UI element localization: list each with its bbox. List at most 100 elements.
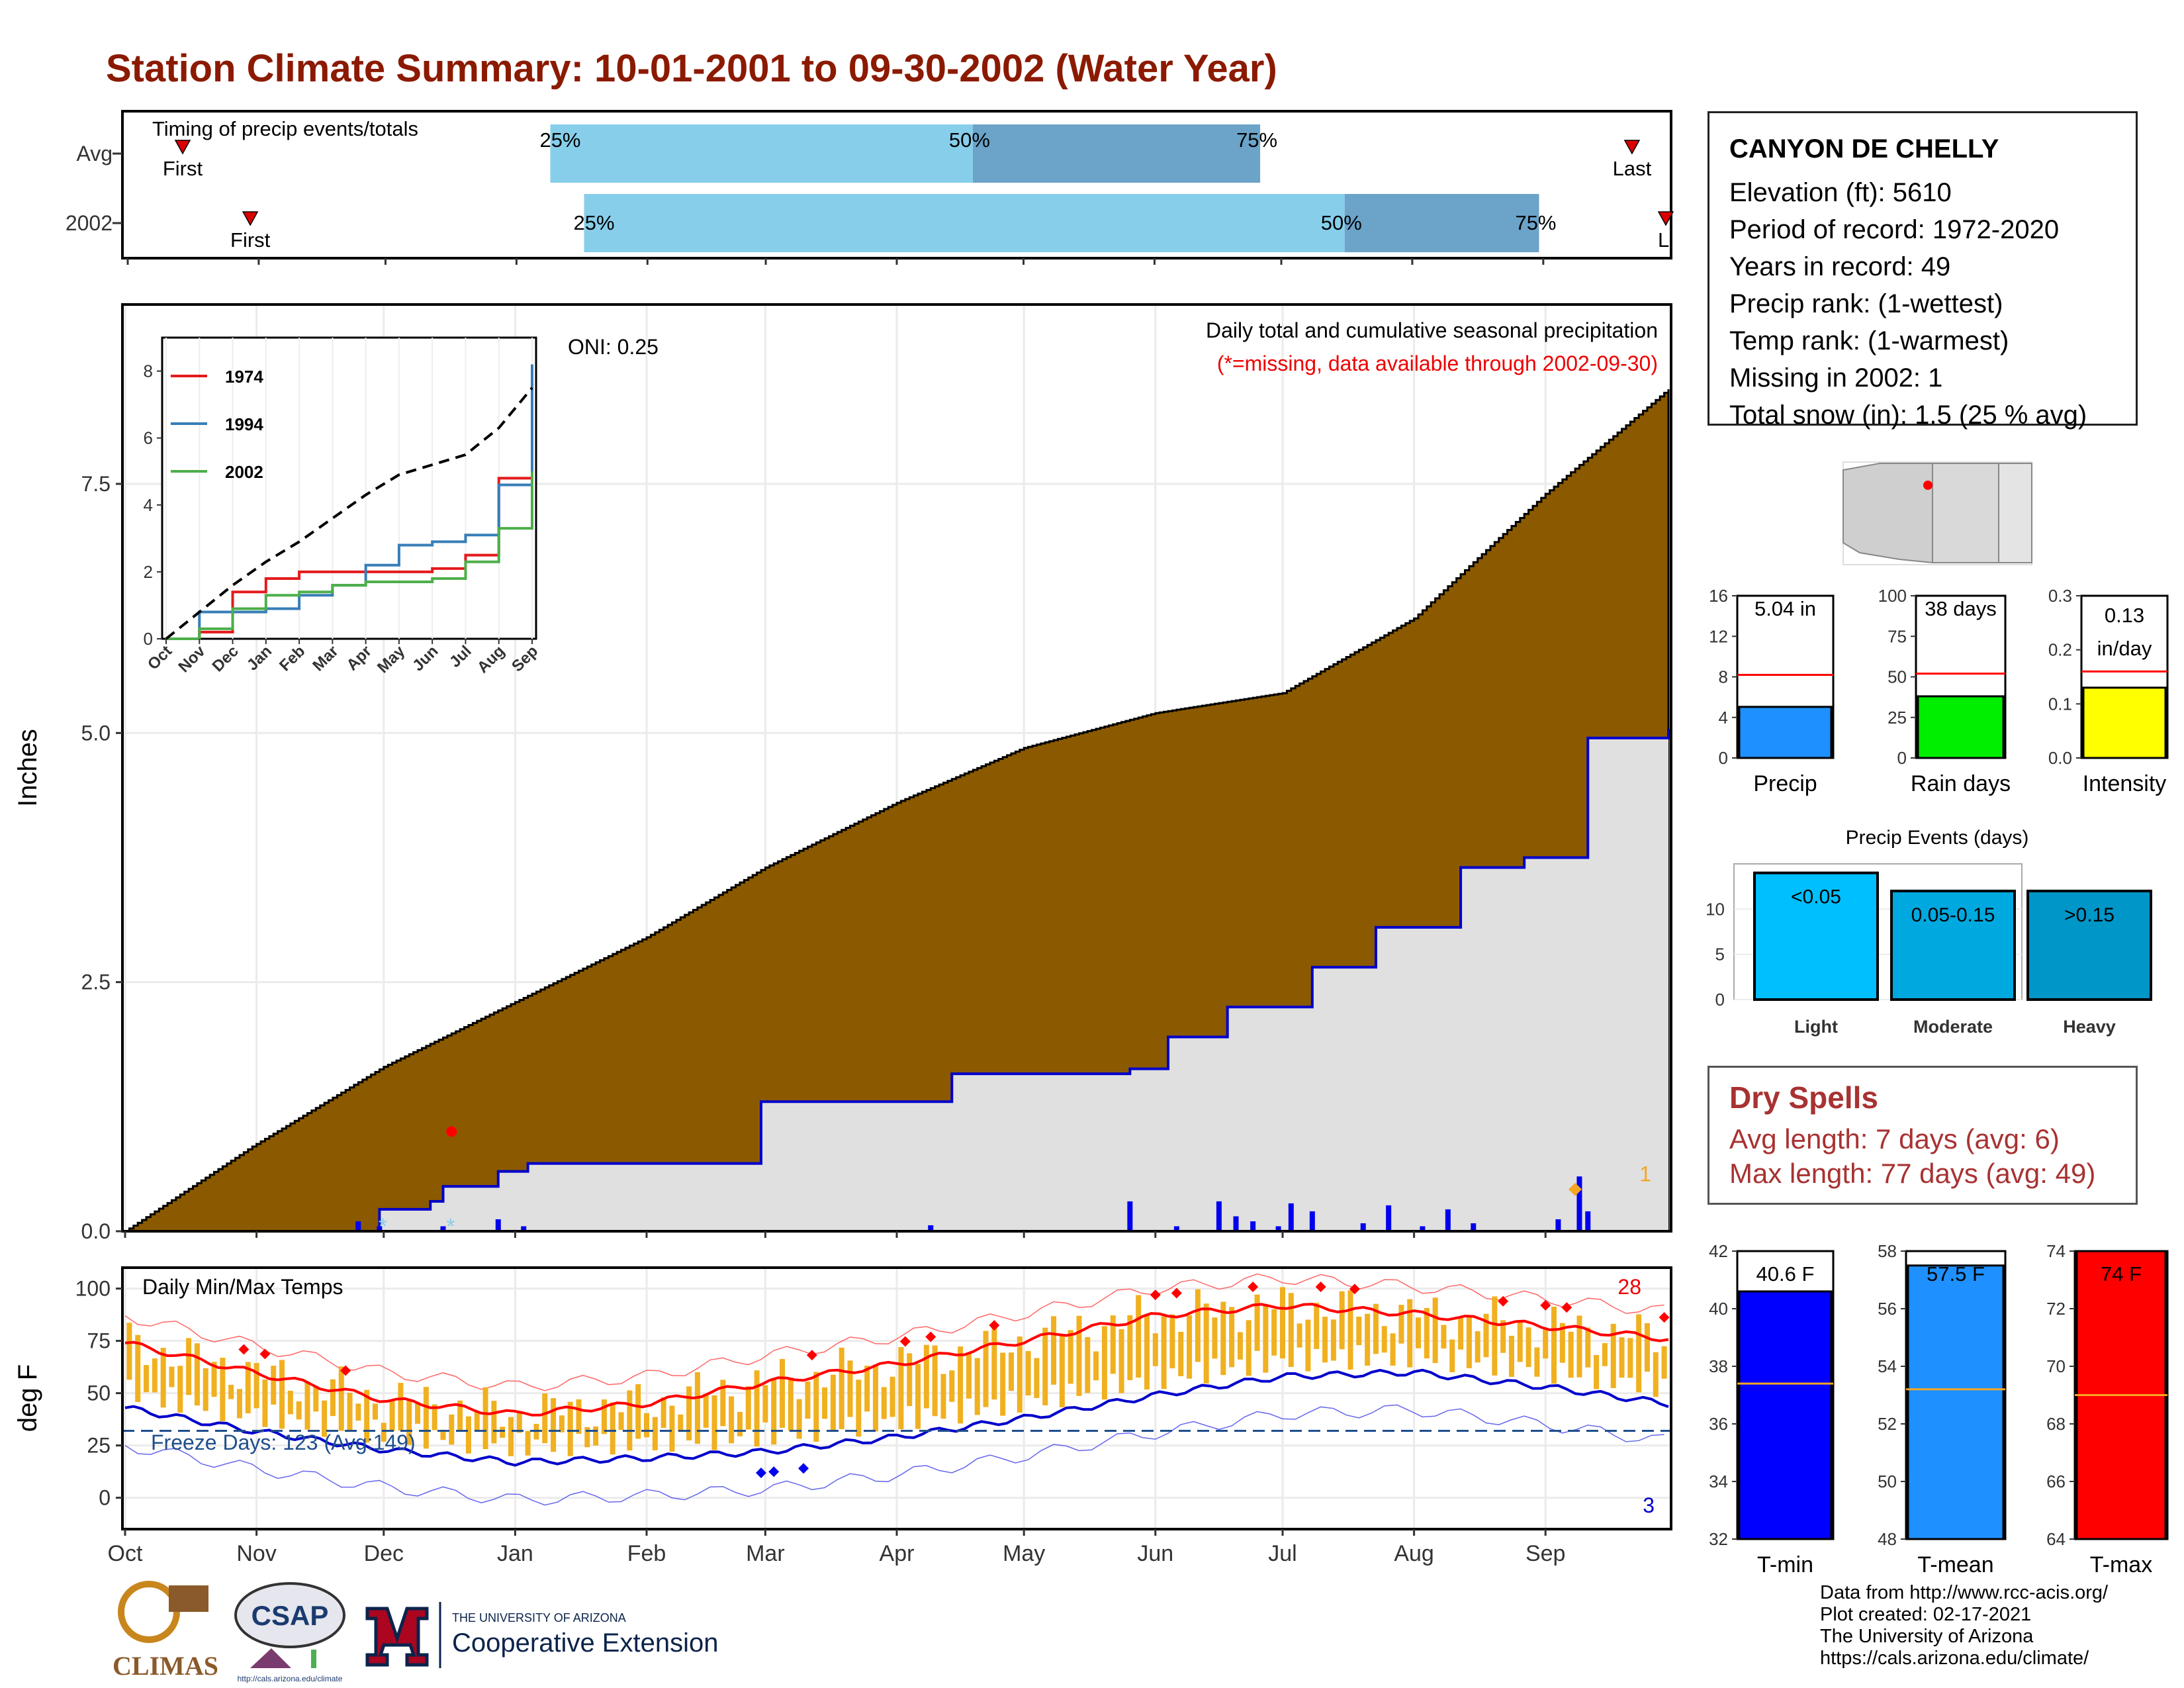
daily-temp-bar <box>1576 1315 1582 1378</box>
daily-temp-bar <box>1644 1323 1650 1372</box>
summary-bar-name: Precip <box>1753 771 1817 796</box>
daily-temp-bar <box>1500 1320 1506 1353</box>
daily-temp-bar <box>949 1370 955 1402</box>
record-high-marker <box>1540 1299 1551 1311</box>
daily-temp-bar <box>1237 1332 1243 1360</box>
station-missing: Missing in 2002: 1 <box>1729 363 1943 393</box>
daily-temp-bar <box>381 1423 387 1442</box>
inset-y-tick-label: 8 <box>144 361 153 381</box>
daily-temp-bar <box>635 1384 641 1439</box>
daily-temp-bar <box>1280 1287 1285 1359</box>
daily-temp-bar <box>211 1362 217 1397</box>
station-elevation: Elevation (ft): 5610 <box>1729 178 1952 207</box>
csap-logo-text: CSAP <box>251 1600 329 1631</box>
summary-bar-intensity <box>2082 686 2167 759</box>
daily-temp-bar <box>1381 1326 1387 1353</box>
daily-precip-bar <box>1288 1203 1294 1231</box>
summary-y-tick-label: 75 <box>1888 626 1907 646</box>
temp-bar-name: T-min <box>1757 1552 1813 1577</box>
daily-precip-bar <box>1360 1223 1366 1231</box>
precip-missing-note: (*=missing, data available through 2002-… <box>1217 352 1658 375</box>
daily-temp-bar <box>1076 1315 1082 1396</box>
daily-temp-bar <box>330 1379 336 1417</box>
daily-precip-bar <box>1555 1219 1561 1231</box>
daily-temp-bar <box>796 1399 802 1439</box>
summary-y-tick-label: 100 <box>1878 586 1907 606</box>
timing-p25-label: 25% <box>539 128 580 152</box>
daily-temp-bar <box>415 1403 421 1424</box>
summary-y-tick-label: 0 <box>1897 748 1907 768</box>
daily-temp-bar <box>398 1382 404 1431</box>
summary-value-label: 5.04 in <box>1754 597 1816 620</box>
missing-data-marker: * <box>446 1214 455 1239</box>
precip-y-tick-label: 5.0 <box>81 721 111 745</box>
daily-temp-bar <box>1000 1352 1006 1416</box>
daily-temp-bar <box>482 1387 488 1450</box>
summary-y-tick-label: 50 <box>1888 667 1907 687</box>
daily-temp-bar <box>1297 1323 1302 1348</box>
station-info-box: CANYON DE CHELLY Elevation (ft): 5610 Pe… <box>1707 111 2138 430</box>
record-high-marker <box>1171 1288 1182 1299</box>
daily-temp-bar <box>1551 1306 1557 1384</box>
daily-precip-bar <box>1216 1201 1222 1231</box>
daily-temp-bar <box>236 1389 242 1419</box>
daily-temp-bar <box>1636 1314 1642 1393</box>
daily-temp-bar <box>780 1359 786 1428</box>
daily-temp-bar <box>678 1414 684 1432</box>
daily-temp-bar <box>1373 1303 1379 1354</box>
daily-temp-bar <box>355 1403 361 1421</box>
daily-temp-bar <box>169 1366 175 1387</box>
station-years: Years in record: 49 <box>1729 252 1951 281</box>
daily-temp-bar <box>1347 1290 1353 1370</box>
daily-temp-bar <box>940 1374 946 1419</box>
daily-temp-bar <box>898 1347 904 1430</box>
record-high-marker <box>238 1344 250 1355</box>
daily-temp-bar <box>126 1323 132 1380</box>
daily-temp-bar <box>1068 1330 1073 1384</box>
inset-y-tick-label: 4 <box>144 495 153 515</box>
daily-temp-bar <box>406 1401 412 1445</box>
daily-temp-bar <box>1458 1318 1464 1350</box>
daily-temp-bar <box>1203 1303 1209 1384</box>
daily-temp-bar <box>627 1390 633 1451</box>
daily-precip-bar <box>1445 1209 1451 1231</box>
daily-temp-bar <box>932 1345 938 1417</box>
daily-temp-bar <box>830 1374 836 1432</box>
daily-temp-bar <box>364 1389 370 1443</box>
record-high-marker <box>989 1320 1000 1331</box>
event-bar-label: 0.05-0.15 <box>1911 904 1995 926</box>
station-snow: Total snow (in): 1.5 (25 % avg) <box>1729 400 2087 430</box>
last-event-marker <box>1623 140 1641 155</box>
temp-bar-name: T-mean <box>1917 1552 1993 1577</box>
month-axis-label: Jan <box>497 1541 533 1566</box>
daily-temp-bar <box>737 1411 743 1436</box>
month-axis-label: Dec <box>364 1541 404 1566</box>
daily-temp-bar <box>525 1430 531 1456</box>
daily-temp-bar <box>1322 1317 1328 1363</box>
summary-y-tick-label: 0.0 <box>2048 748 2072 768</box>
daily-temp-bar <box>839 1347 844 1429</box>
daily-temp-bar <box>1466 1316 1472 1368</box>
record-low-count: 3 <box>1643 1493 1655 1517</box>
event-bar-label: >0.15 <box>2064 904 2115 926</box>
temp-bar-y-tick-label: 54 <box>1878 1356 1897 1376</box>
daily-temp-bar <box>304 1382 310 1430</box>
record-high-marker <box>1561 1302 1572 1313</box>
record-high-marker <box>1349 1284 1360 1295</box>
daily-temp-bar <box>1220 1301 1226 1376</box>
temp-bar-y-tick-label: 32 <box>1709 1529 1728 1549</box>
daily-temp-bar <box>907 1353 913 1407</box>
daily-temp-bar <box>745 1386 751 1430</box>
temp-bar-y-tick-label: 68 <box>2046 1414 2066 1434</box>
daily-temp-bar <box>1229 1307 1235 1368</box>
daily-temp-bar <box>1492 1296 1498 1376</box>
temp-bar-y-tick-label: 38 <box>1709 1356 1728 1376</box>
last-event-label: Last <box>1658 228 1697 252</box>
daily-temp-bar <box>991 1325 997 1400</box>
daily-temp-bar <box>474 1411 480 1431</box>
temp-bar-y-tick-label: 70 <box>2046 1356 2066 1376</box>
daily-temp-bar <box>593 1426 599 1446</box>
daily-temp-bar <box>194 1343 200 1406</box>
snow-count-label: 1 <box>1639 1162 1651 1186</box>
summary-bar-rain-days <box>1917 695 2005 759</box>
